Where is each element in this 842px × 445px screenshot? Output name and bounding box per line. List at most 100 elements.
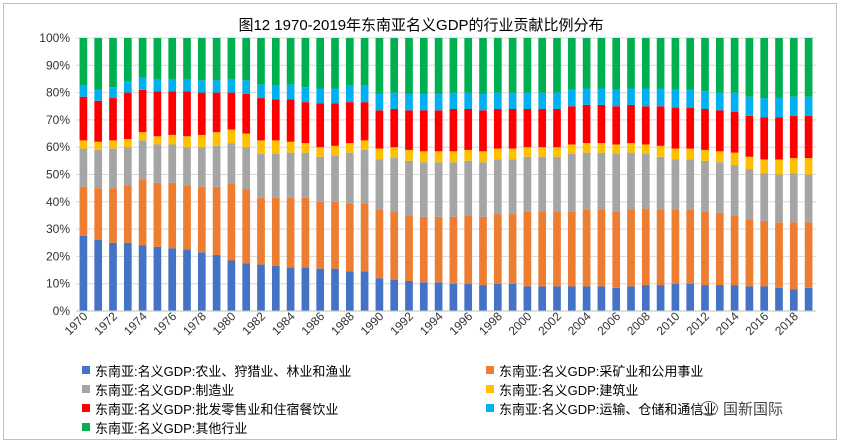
bar-segment-1985-s2 — [301, 197, 310, 268]
bar-segment-1986-s1 — [316, 268, 325, 311]
bar-segment-2009-s1 — [656, 285, 665, 311]
bar-segment-2004-s2 — [582, 209, 591, 287]
bar-segment-1971-s5 — [94, 100, 103, 142]
bar-segment-2017-s3 — [775, 174, 783, 223]
bar-segment-1982-s5 — [257, 98, 265, 141]
bar-segment-2016-s3 — [760, 173, 769, 221]
bar-segment-1978-s4 — [197, 134, 206, 148]
bar-segment-2007-s5 — [627, 104, 635, 144]
bar-segment-1994-s2 — [434, 216, 443, 283]
bar-segment-1974-s7 — [138, 38, 147, 78]
y-tick-label: 40% — [46, 195, 70, 209]
bar-segment-1976-s3 — [168, 144, 177, 183]
bar-segment-2016-s5 — [760, 117, 769, 160]
bar-segment-2001-s2 — [538, 211, 547, 287]
bar-segment-1991-s6 — [390, 92, 399, 109]
bar-segment-2001-s7 — [538, 38, 547, 93]
legend-label: 东南亚:名义GDP:农业、狩猎业、林业和渔业 — [95, 363, 352, 379]
bar-segment-1994-s6 — [434, 93, 443, 111]
legend-label: 东南亚:名义GDP:建筑业 — [499, 382, 639, 398]
bar-segment-1978-s1 — [197, 252, 206, 311]
bar-segment-2018-s3 — [789, 173, 798, 223]
bar-segment-1970-s1 — [79, 235, 88, 311]
bar-segment-2003-s3 — [567, 154, 576, 212]
bar-segment-1998-s3 — [493, 159, 502, 215]
bar-segment-1994-s1 — [434, 282, 443, 311]
bar-segment-1993-s4 — [419, 151, 428, 163]
bar-segment-2019-s3 — [804, 174, 813, 223]
bar-segment-1973-s3 — [123, 147, 132, 186]
bar-segment-1981-s1 — [242, 263, 251, 311]
bar-segment-2010-s6 — [671, 89, 680, 108]
bar-segment-1976-s1 — [168, 248, 177, 311]
bar-segment-2007-s7 — [627, 38, 635, 89]
bar-segment-2003-s2 — [567, 211, 576, 287]
bar-segment-2000-s7 — [523, 38, 532, 93]
bar-segment-2014-s5 — [730, 111, 739, 153]
bar-segment-2015-s2 — [745, 219, 754, 287]
bar-segment-1991-s4 — [390, 147, 399, 159]
bar-segment-2011-s2 — [686, 209, 695, 284]
bar-segment-1974-s2 — [138, 179, 147, 246]
bar-segment-1972-s2 — [109, 188, 117, 243]
bar-segment-2004-s5 — [582, 104, 591, 144]
bar-segment-2006-s3 — [612, 154, 621, 212]
y-tick-label: 60% — [46, 140, 70, 154]
bar-segment-2000-s1 — [523, 286, 532, 311]
bar-segment-2009-s3 — [656, 156, 665, 210]
bar-segment-1990-s3 — [375, 159, 384, 210]
bar-segment-2001-s6 — [538, 92, 547, 109]
bar-segment-1979-s4 — [212, 132, 221, 146]
legend-swatch — [486, 385, 494, 393]
bar-segment-2016-s4 — [760, 159, 769, 174]
bar-segment-1984-s7 — [286, 38, 295, 85]
bar-segment-1970-s4 — [79, 140, 88, 149]
bar-segment-2018-s5 — [789, 115, 798, 159]
bar-segment-2006-s2 — [612, 211, 621, 288]
bar-segment-1991-s3 — [390, 158, 399, 212]
bar-segment-2002-s3 — [553, 156, 561, 212]
bar-segment-2000-s5 — [523, 108, 532, 148]
bar-segment-1992-s7 — [405, 38, 413, 94]
watermark-text: 国新国际 — [723, 401, 784, 418]
bar-segment-1987-s6 — [331, 88, 339, 104]
bar-segment-1989-s3 — [360, 149, 369, 204]
bar-segment-1992-s6 — [405, 93, 413, 111]
bar-segment-2011-s5 — [686, 107, 695, 149]
bar-segment-2010-s4 — [671, 148, 680, 160]
bar-segment-1983-s3 — [271, 154, 280, 198]
bar-segment-1996-s5 — [464, 108, 473, 150]
bar-segment-2003-s4 — [567, 144, 576, 155]
bar-segment-1990-s5 — [375, 110, 384, 149]
bar-segment-2008-s5 — [641, 106, 650, 145]
bar-segment-1996-s6 — [464, 92, 473, 109]
bar-segment-2016-s1 — [760, 286, 769, 311]
bar-segment-2004-s6 — [582, 88, 591, 105]
bar-segment-2013-s3 — [715, 162, 724, 213]
bar-segment-1976-s2 — [168, 182, 177, 249]
bar-segment-1979-s5 — [212, 92, 221, 133]
bar-segment-1988-s1 — [345, 271, 354, 311]
bar-segment-1970-s7 — [79, 38, 88, 86]
bar-segment-1993-s3 — [419, 162, 428, 217]
bar-segment-1998-s7 — [493, 38, 502, 93]
bar-segment-2013-s2 — [715, 212, 724, 286]
bar-segment-1973-s5 — [123, 92, 132, 140]
bar-segment-2014-s6 — [730, 92, 739, 112]
bar-segment-1996-s3 — [464, 160, 473, 216]
bar-segment-1991-s2 — [390, 211, 399, 280]
bar-segment-1992-s1 — [405, 280, 413, 311]
bar-segment-2006-s5 — [612, 106, 621, 145]
bar-segment-1997-s7 — [479, 38, 487, 94]
bar-segment-1978-s5 — [197, 92, 206, 135]
bar-segment-2017-s6 — [775, 98, 783, 118]
bar-segment-1982-s7 — [257, 38, 265, 85]
bar-segment-1977-s4 — [183, 136, 191, 148]
bar-segment-2008-s1 — [641, 285, 650, 311]
bar-segment-2001-s3 — [538, 156, 547, 212]
bar-segment-2005-s6 — [597, 88, 606, 105]
bar-segment-2001-s5 — [538, 108, 547, 148]
bar-segment-2013-s4 — [715, 151, 724, 163]
bar-segment-2013-s1 — [715, 285, 724, 311]
